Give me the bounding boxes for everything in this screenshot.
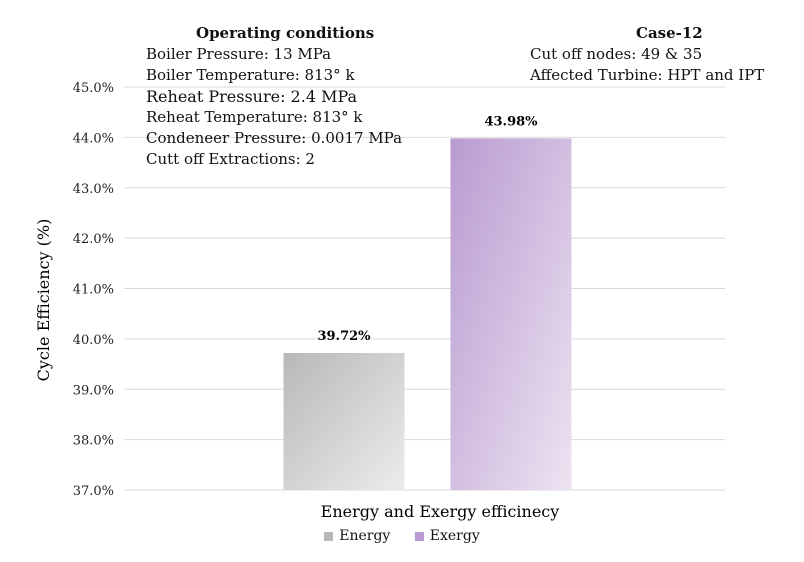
condition-line: Condeneer Pressure: 0.0017 MPa (146, 129, 403, 147)
operating-conditions-heading: Operating conditions (196, 24, 375, 42)
data-labels: 39.72% 43.98% (317, 114, 538, 344)
y-tick-label: 40.0% (73, 333, 114, 348)
condition-line: Boiler Pressure: 13 MPa (146, 45, 332, 63)
data-label-exergy: 43.98% (484, 114, 538, 129)
y-tick-label: 41.0% (73, 283, 114, 298)
data-label-energy: 39.72% (317, 329, 371, 344)
legend-label-exergy: Exergy (429, 528, 480, 544)
y-tick-label: 38.0% (73, 434, 114, 449)
x-axis-label: Energy and Exergy efficinecy (321, 502, 560, 521)
y-tick-label: 39.0% (73, 383, 114, 398)
condition-line: Reheat Temperature: 813° k (146, 108, 363, 126)
y-tick-label: 37.0% (73, 484, 114, 499)
y-tick-label: 45.0% (73, 81, 114, 96)
y-axis-label: Cycle Efficiency (%) (34, 219, 53, 382)
case-line: Affected Turbine: HPT and IPT (530, 66, 765, 84)
legend-item-energy: Energy (324, 528, 390, 544)
bars (283, 138, 572, 490)
gridlines (124, 86, 725, 491)
bar-exergy (450, 138, 572, 490)
legend-swatch-energy (324, 531, 334, 541)
condition-line: Reheat Pressure: 2.4 MPa (146, 87, 358, 106)
legend-swatch-exergy (414, 531, 424, 541)
y-tick-labels: 37.0% 38.0% 39.0% 40.0% 41.0% 42.0% 43.0% 44.0%… (73, 81, 114, 499)
condition-line: Boiler Temperature: 813° k (146, 66, 355, 84)
legend-label-energy: Energy (339, 528, 391, 544)
case-line: Cut off nodes: 49 & 35 (530, 45, 703, 63)
legend: Energy Exergy (0, 528, 804, 544)
y-tick-label: 44.0% (73, 131, 114, 146)
bar-energy (283, 352, 405, 490)
y-tick-label: 43.0% (73, 182, 114, 197)
condition-line: Cutt off Extractions: 2 (146, 150, 315, 168)
y-tick-label: 42.0% (73, 232, 114, 247)
operating-conditions-panel: Operating conditions Boiler Pressure: 13… (146, 23, 402, 170)
case-heading: Case-12 (636, 24, 703, 42)
legend-item-exergy: Exergy (414, 528, 480, 544)
case-panel: Case-12 Cut off nodes: 49 & 35 Affected … (530, 23, 764, 86)
